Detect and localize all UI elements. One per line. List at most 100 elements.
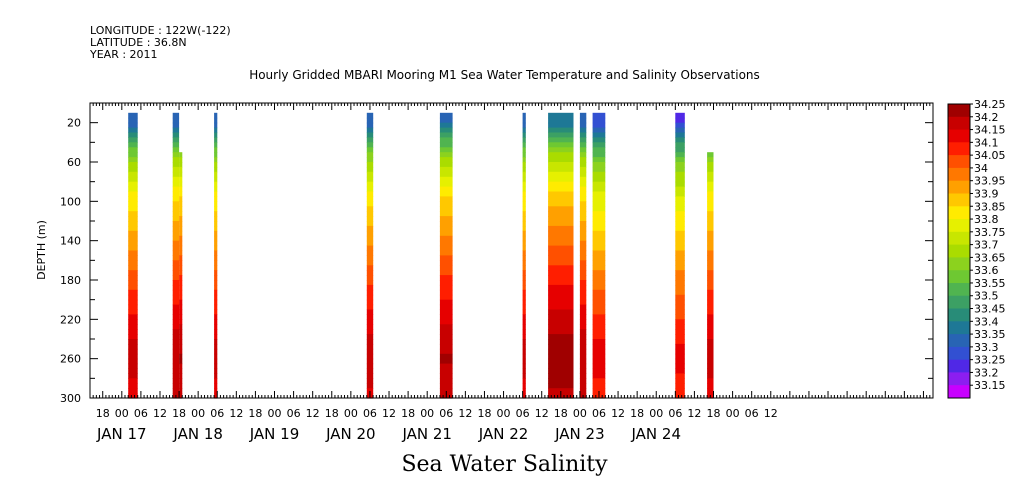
salinity-cell (172, 294, 180, 301)
salinity-cell (214, 378, 218, 384)
salinity-cell (548, 309, 574, 315)
salinity-cell (707, 176, 714, 183)
salinity-cell (592, 142, 606, 148)
salinity-cell (592, 388, 606, 394)
salinity-cell (522, 147, 526, 153)
salinity-cell (366, 304, 374, 311)
salinity-cell (579, 142, 587, 148)
salinity-cell (548, 191, 574, 197)
salinity-cell (366, 294, 374, 301)
salinity-cell (366, 196, 374, 202)
salinity-cell (675, 250, 685, 256)
salinity-cell (592, 122, 606, 129)
salinity-cell (579, 260, 587, 266)
salinity-cell (366, 299, 374, 306)
salinity-cell (214, 383, 218, 389)
salinity-cell (592, 343, 606, 350)
salinity-cell (439, 245, 453, 252)
salinity-cell (366, 162, 374, 168)
salinity-cell (707, 191, 714, 197)
salinity-cell (214, 304, 218, 311)
salinity-cell (366, 142, 374, 148)
salinity-cell (579, 117, 587, 124)
salinity-cell (592, 314, 606, 320)
salinity-cell (522, 127, 526, 134)
salinity-cell (172, 284, 180, 291)
salinity-cell (522, 324, 526, 330)
salinity-cell (366, 319, 374, 325)
salinity-cell (592, 270, 606, 276)
salinity-cell (579, 221, 587, 227)
salinity-cell (214, 171, 218, 178)
salinity-cell (579, 388, 587, 394)
salinity-cell (592, 186, 606, 193)
salinity-cell (548, 270, 574, 276)
legend-label: 34.1 (974, 136, 999, 149)
salinity-cell (522, 353, 526, 360)
salinity-cell (675, 265, 685, 271)
legend-swatch (948, 129, 970, 143)
salinity-cell (522, 334, 526, 340)
salinity-cell (592, 289, 606, 296)
salinity-cell (548, 225, 574, 232)
salinity-cell (707, 368, 714, 374)
salinity-cell (439, 157, 453, 163)
salinity-cell (522, 284, 526, 291)
y-tick-label: 60 (67, 156, 81, 169)
salinity-cell (179, 157, 183, 163)
salinity-cell (522, 299, 526, 306)
salinity-cell (579, 270, 587, 276)
salinity-cell (214, 216, 218, 222)
plot-frame (89, 102, 934, 399)
salinity-cell (592, 152, 606, 158)
salinity-cell (675, 117, 685, 124)
x-tick-label: 00 (191, 407, 205, 420)
salinity-cell (179, 245, 183, 252)
salinity-cell (579, 122, 587, 129)
legend-label: 33.2 (974, 366, 999, 379)
salinity-cell (522, 235, 526, 242)
salinity-cell (128, 265, 138, 271)
x-tick-label: 06 (439, 407, 453, 420)
salinity-cell (675, 260, 685, 266)
salinity-cell (522, 230, 526, 237)
x-tick-label: 18 (554, 407, 568, 420)
salinity-cell (592, 348, 606, 355)
salinity-cell (579, 186, 587, 193)
salinity-cell (675, 196, 685, 202)
salinity-cell (128, 260, 138, 266)
salinity-cell (179, 196, 183, 202)
legend-label: 33.9 (974, 187, 999, 200)
salinity-cell (366, 201, 374, 207)
legend-swatch (948, 270, 970, 284)
salinity-cell (128, 225, 138, 232)
salinity-cell (579, 216, 587, 222)
salinity-cell (548, 137, 574, 143)
salinity-cell (579, 196, 587, 202)
salinity-cell (592, 255, 606, 261)
legend-label: 33.8 (974, 213, 999, 226)
salinity-cell (128, 235, 138, 242)
salinity-cell (439, 186, 453, 193)
salinity-cell (548, 162, 574, 168)
salinity-cell (592, 363, 606, 370)
x-tick-label: 18 (630, 407, 644, 420)
salinity-cell (128, 334, 138, 340)
salinity-cell (172, 206, 180, 212)
salinity-cell (172, 378, 180, 384)
legend-swatch (948, 346, 970, 361)
salinity-cell (522, 152, 526, 158)
salinity-cell (592, 196, 606, 202)
salinity-cell (179, 343, 183, 350)
salinity-cell (439, 117, 453, 124)
salinity-cell (579, 265, 587, 271)
salinity-cell (522, 206, 526, 212)
salinity-cell (439, 343, 453, 350)
salinity-cell (522, 309, 526, 315)
salinity-cell (522, 255, 526, 261)
salinity-cell (128, 206, 138, 212)
salinity-cell (214, 132, 218, 138)
salinity-cell (522, 329, 526, 335)
salinity-cell (579, 255, 587, 261)
legend-label: 33.3 (974, 341, 999, 354)
